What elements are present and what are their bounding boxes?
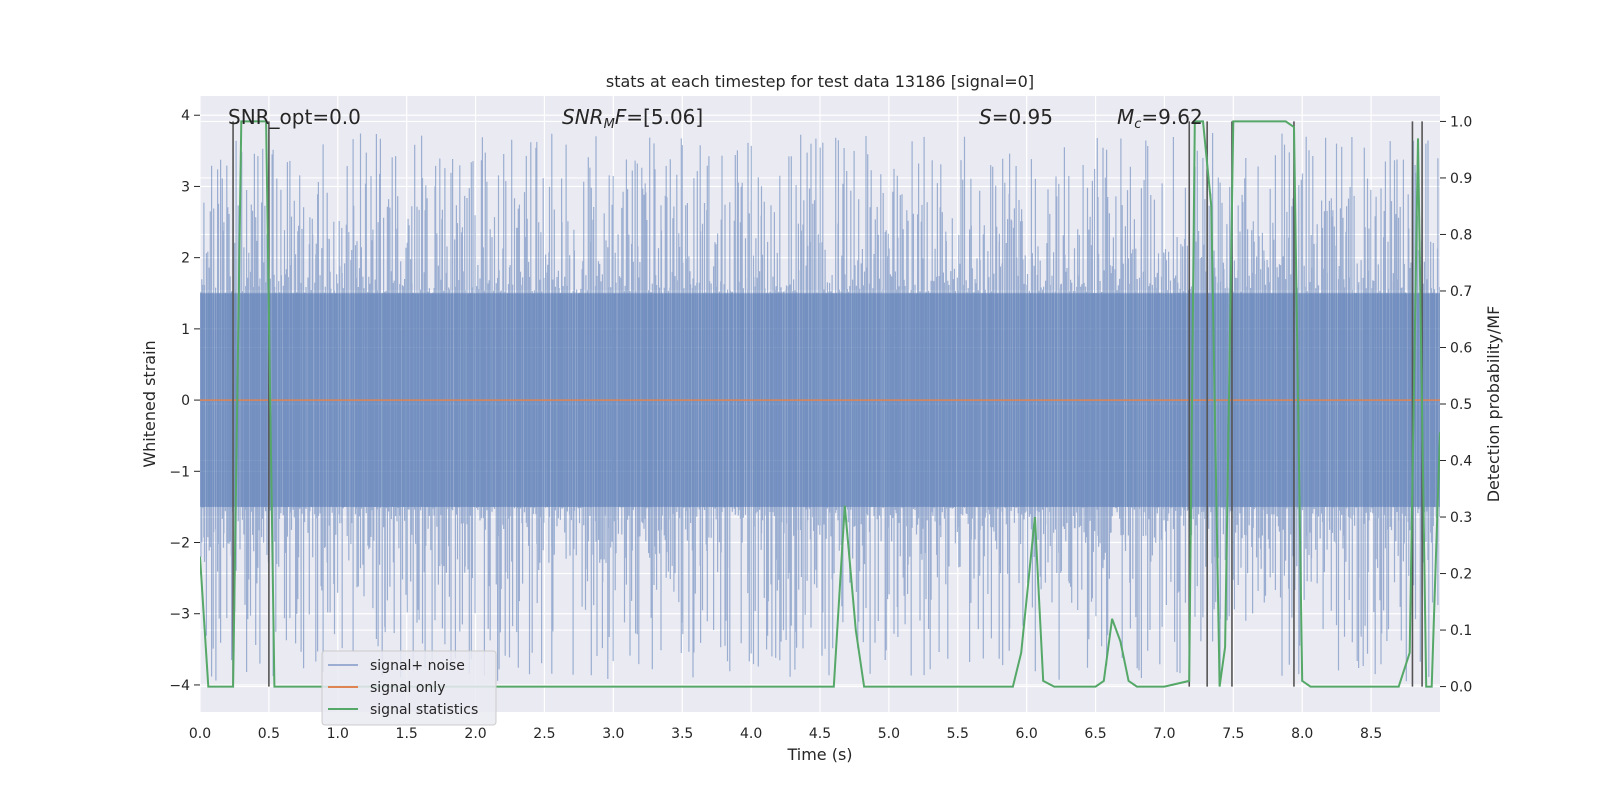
y-right-tick-label: 0.4 bbox=[1450, 454, 1472, 470]
y-left-tick-label: −2 bbox=[169, 536, 190, 552]
y-left-tick-label: −1 bbox=[169, 464, 190, 480]
y-left-tick-label: −4 bbox=[169, 678, 190, 694]
legend-label-signal-only: signal only bbox=[370, 680, 445, 696]
y-left-tick-labels: 4 3 2 1 0 −1 −2 −3 −4 bbox=[169, 108, 190, 694]
y-right-tick-label: 0.2 bbox=[1450, 567, 1472, 583]
x-tick-label: 4.0 bbox=[740, 726, 762, 742]
y-left-tick-label: 1 bbox=[181, 322, 190, 338]
annotation-snr-mf-label: SNR bbox=[562, 105, 604, 129]
legend-label-signal-noise: signal+ noise bbox=[370, 658, 465, 674]
legend-box bbox=[321, 650, 497, 726]
x-tick-label: 3.0 bbox=[602, 726, 624, 742]
x-tick-label: 3.5 bbox=[671, 726, 693, 742]
x-axis-label: Time (s) bbox=[786, 745, 852, 764]
y-left-tick-label: −3 bbox=[169, 607, 190, 623]
annotation-snr-mf-subscript: M bbox=[604, 117, 615, 132]
y-right-axis-label: Detection probability/MF bbox=[1484, 306, 1503, 503]
y-left-axis-label: Whitened strain bbox=[140, 340, 159, 467]
y-left-tick-label: 2 bbox=[181, 251, 190, 267]
y-right-tick-label: 0.1 bbox=[1450, 623, 1472, 639]
x-tick-label: 0.0 bbox=[189, 726, 211, 742]
y-right-tick-labels: 1.0 0.9 0.8 0.7 0.6 0.5 0.4 0.3 0.2 0.1 0.0 bbox=[1450, 114, 1472, 695]
x-tick-label: 4.5 bbox=[809, 726, 831, 742]
annotation-mc-value: =9.62 bbox=[1141, 105, 1202, 129]
annotation-snr-mf-tail: F bbox=[615, 105, 627, 129]
x-tick-label: 5.5 bbox=[947, 726, 969, 742]
y-right-tick-label: 0.0 bbox=[1450, 680, 1472, 696]
x-tick-label: 8.0 bbox=[1291, 726, 1313, 742]
x-tick-labels: 0.0 0.5 1.0 1.5 2.0 2.5 3.0 3.5 4.0 4.5 5.0 5.5 6.0 6… bbox=[189, 726, 1382, 742]
y-right-tick-label: 0.7 bbox=[1450, 284, 1472, 300]
y-right-tick-label: 0.8 bbox=[1450, 227, 1472, 243]
y-left-tick-label: 0 bbox=[181, 393, 190, 409]
annotation-s-label: S bbox=[979, 105, 992, 129]
y-right-tick-label: 0.5 bbox=[1450, 397, 1472, 413]
annotation-snr-mf: SNRMF=[5.06] bbox=[562, 105, 703, 132]
annotation-mc-subscript: c bbox=[1134, 117, 1141, 132]
x-tick-label: 7.0 bbox=[1153, 726, 1175, 742]
x-tick-label: 1.0 bbox=[327, 726, 349, 742]
y-right-tick-label: 0.3 bbox=[1450, 510, 1472, 526]
x-tick-label: 0.5 bbox=[258, 726, 280, 742]
y-right-tick-label: 0.6 bbox=[1450, 340, 1472, 356]
x-tick-label: 2.0 bbox=[464, 726, 486, 742]
x-tick-label: 2.5 bbox=[533, 726, 555, 742]
y-left-tick-label: 4 bbox=[181, 108, 190, 124]
y-left-tick-label: 3 bbox=[181, 179, 190, 195]
x-tick-label: 6.5 bbox=[1084, 726, 1106, 742]
x-tick-label: 8.5 bbox=[1360, 726, 1382, 742]
legend-label-signal-statistics: signal statistics bbox=[370, 702, 478, 718]
x-tick-label: 6.0 bbox=[1016, 726, 1038, 742]
signal-statistics-line bbox=[200, 120, 1440, 688]
x-tick-label: 1.5 bbox=[396, 726, 418, 742]
annotation-s: S=0.95 bbox=[979, 105, 1053, 129]
annotation-snr-opt: SNR_opt=0.0 bbox=[228, 105, 361, 129]
y-right-tick-label: 0.9 bbox=[1450, 171, 1472, 187]
legend: signal+ noise signal only signal statist… bbox=[321, 650, 497, 726]
x-tick-label: 7.5 bbox=[1222, 726, 1244, 742]
annotation-s-value: =0.95 bbox=[992, 105, 1053, 129]
annotation-mc-label: M bbox=[1117, 105, 1134, 129]
x-tick-label: 5.0 bbox=[878, 726, 900, 742]
annotation-mc: Mc=9.62 bbox=[1117, 105, 1203, 132]
chart-title: stats at each timestep for test data 131… bbox=[606, 72, 1034, 91]
annotation-snr-mf-value: =[5.06] bbox=[626, 105, 703, 129]
y-right-tick-label: 1.0 bbox=[1450, 114, 1472, 130]
